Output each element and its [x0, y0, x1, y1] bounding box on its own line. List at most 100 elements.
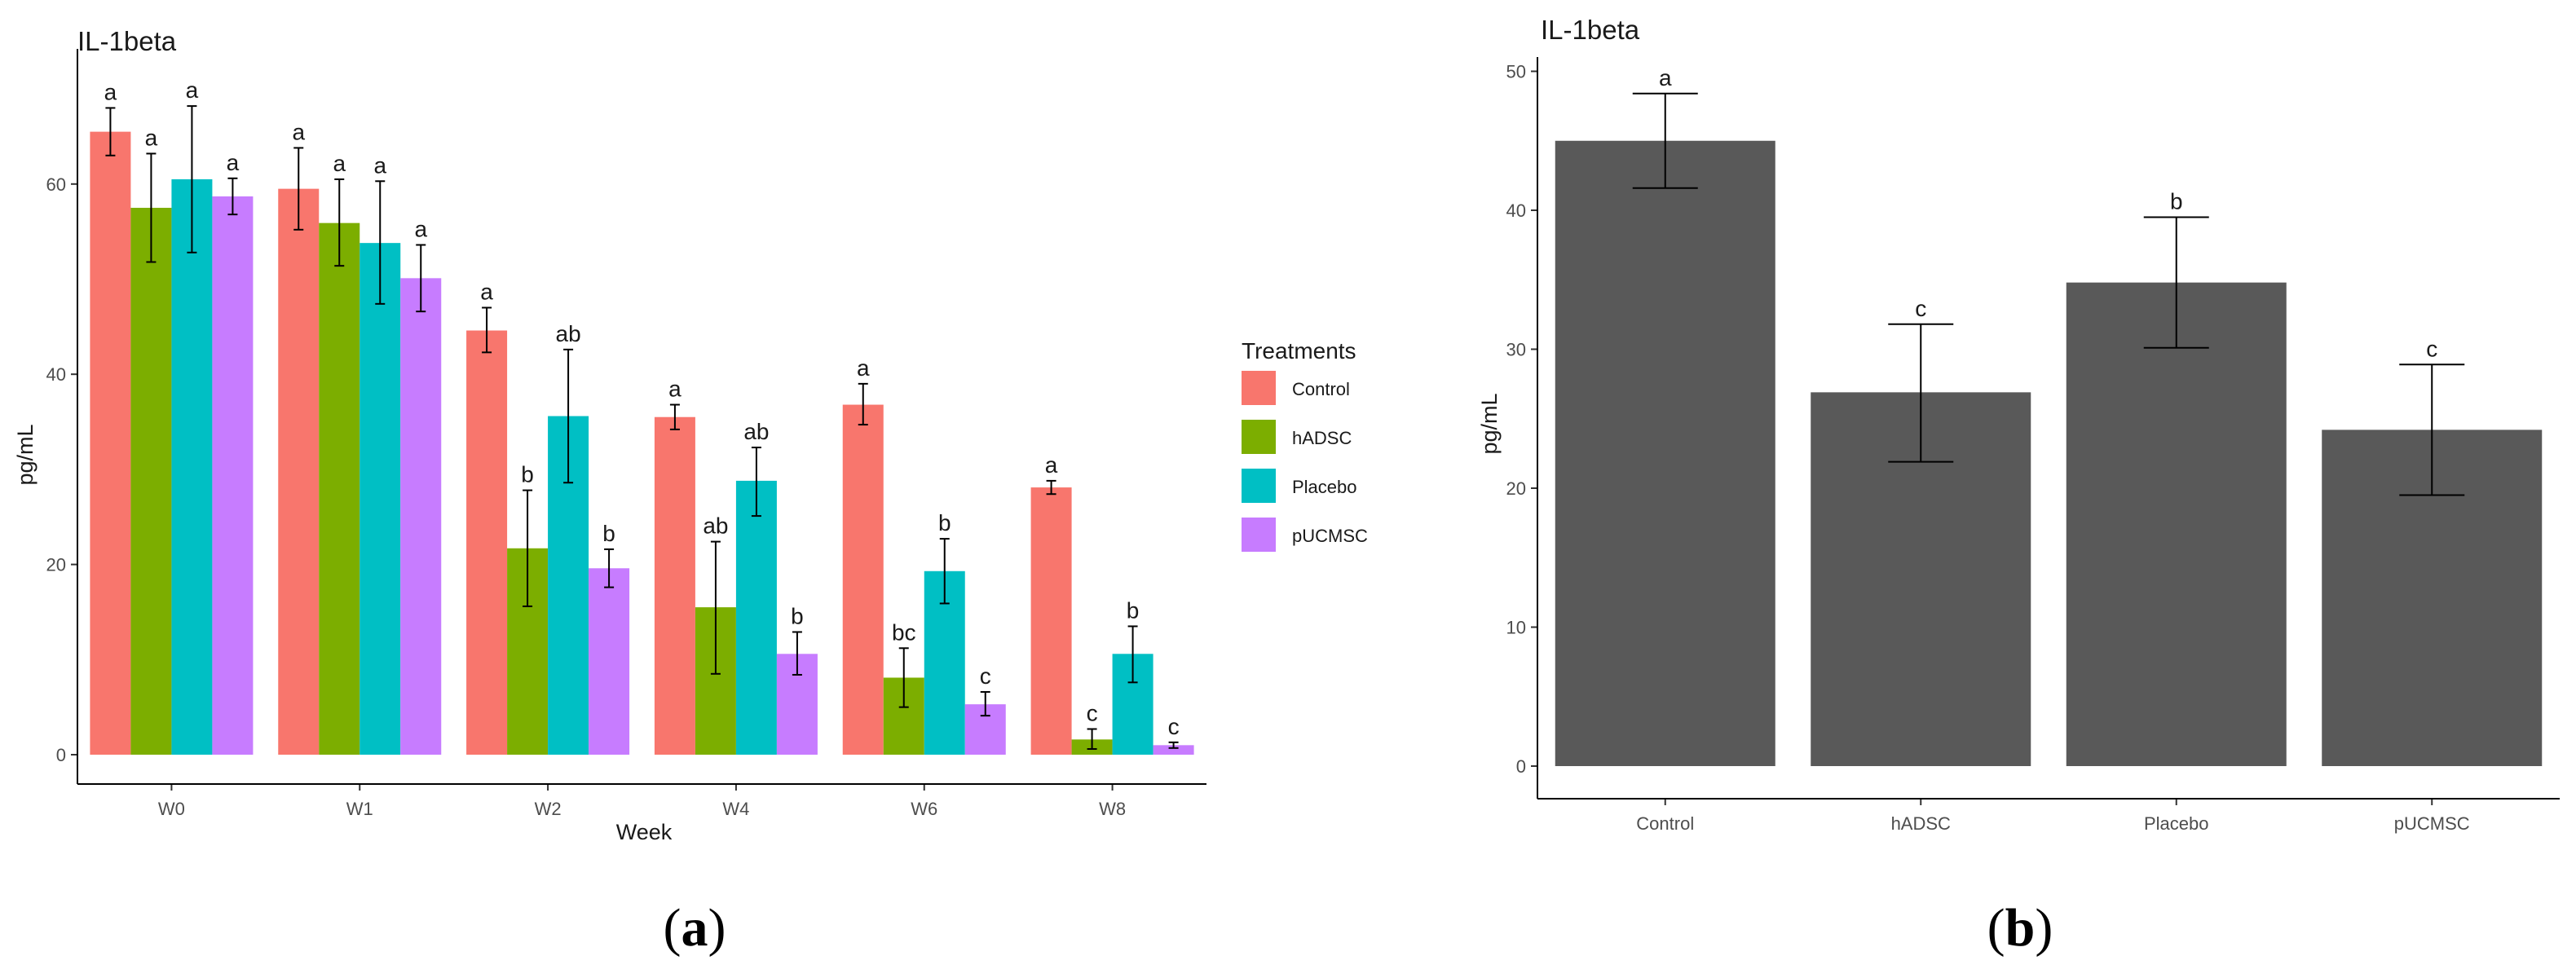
bar-w1-pucmsc	[400, 278, 442, 755]
error-bar-w4-hadsc	[710, 540, 721, 675]
sig-label-w4-pucmsc: b	[791, 603, 804, 628]
chart-a-x-ticks: W0 W1 W2 W4 W6 W8	[158, 784, 1126, 819]
error-bar-w4-pucmsc	[792, 631, 802, 676]
error-bar-w4-control	[669, 403, 680, 430]
y-tick-label: 60	[46, 174, 66, 195]
error-bar-w2-control	[482, 306, 492, 354]
error-bar-w1-hadsc	[334, 178, 345, 267]
error-bar-w4-placebo	[751, 447, 761, 518]
x-tick-label-w1: W1	[346, 799, 373, 819]
sig-label-w8-hadsc: c	[1087, 700, 1098, 725]
bar-w0-placebo	[171, 178, 213, 756]
sig-label-w6-pucmsc: c	[980, 663, 991, 689]
bar-w0-hadsc	[130, 207, 172, 756]
chart-a-bars	[90, 131, 1194, 756]
y-tick-label: 40	[46, 364, 66, 385]
legend-swatch-placebo	[1242, 469, 1276, 503]
legend-label-hadsc: hADSC	[1292, 428, 1352, 448]
panel-label-b: (b)	[1987, 898, 2053, 958]
bar-w2-pucmsc	[589, 568, 630, 755]
bar-w0-pucmsc	[212, 196, 254, 755]
panel-label-a: (a)	[664, 898, 726, 958]
panel-label-a-open: (	[664, 898, 681, 958]
x-tick-label-w2: W2	[535, 799, 562, 819]
error-bar-w2-hadsc	[523, 489, 533, 607]
error-bar-w6-control	[858, 382, 868, 426]
error-bar-w1-control	[293, 147, 304, 231]
y-tick-label: 0	[1516, 756, 1526, 777]
panel-label-b-close: )	[2035, 898, 2053, 958]
error-bar-w2-placebo	[563, 348, 574, 484]
panel-label-b-open: (	[1987, 898, 2005, 958]
x-tick-label-placebo: Placebo	[2144, 813, 2209, 834]
chart-b-bars	[1555, 140, 2543, 766]
chart-b-y-ticks: 0 10 20 30 40 50	[1506, 62, 1537, 777]
panel-label-a-close: )	[708, 898, 726, 958]
legend-swatch-hadsc	[1242, 420, 1276, 454]
error-bar-w2-pucmsc	[604, 548, 615, 588]
y-tick-label: 0	[56, 745, 66, 765]
x-tick-label-w8: W8	[1099, 799, 1126, 819]
chart-a-y-ticks: 0 20 40 60	[46, 174, 77, 765]
chart-b-error-bars	[1632, 92, 2465, 496]
error-bar-w8-placebo	[1127, 625, 1138, 684]
chart-b-significance-labels: a c b c	[1659, 65, 2437, 361]
x-tick-label-hadsc: hADSC	[1891, 813, 1951, 834]
x-tick-label-w6: W6	[911, 799, 937, 819]
sig-label-w1-pucmsc: a	[414, 216, 427, 241]
error-bar-w0-control	[105, 107, 116, 156]
bar-w0-control	[90, 131, 131, 756]
sig-label-hadsc: c	[1915, 296, 1926, 321]
bar-w1-placebo	[359, 243, 401, 755]
bar-w1-hadsc	[319, 222, 360, 756]
x-tick-label-control: Control	[1636, 813, 1694, 834]
error-bar-hadsc	[1888, 323, 1954, 463]
y-tick-label: 50	[1506, 62, 1526, 82]
sig-label-w0-hadsc: a	[145, 125, 158, 150]
chart-a-y-axis-label: pg/mL	[13, 424, 37, 485]
bar-placebo	[2066, 282, 2287, 766]
chart-b-y-axis-label: pg/mL	[1477, 393, 1502, 454]
bar-w1-control	[278, 188, 320, 755]
sig-label-w8-pucmsc: c	[1168, 714, 1180, 739]
bar-w6-control	[842, 404, 884, 755]
panel-label-a-letter: a	[681, 898, 708, 958]
error-bar-w8-hadsc	[1087, 728, 1097, 750]
error-bar-w1-pucmsc	[416, 244, 426, 313]
legend-title: Treatments	[1242, 338, 1356, 363]
legend-label-pucmsc: pUCMSC	[1292, 526, 1368, 546]
sig-label-w6-control: a	[857, 355, 870, 381]
chart-b: IL-1beta 0 10 20 30 40 50 a c b c Control hADSC Pl…	[1477, 15, 2560, 958]
legend-label-control: Control	[1292, 379, 1350, 399]
y-tick-label: 20	[1506, 478, 1526, 499]
error-bar-placebo	[2143, 216, 2209, 349]
bar-w4-control	[654, 416, 695, 755]
y-tick-label: 10	[1506, 618, 1526, 638]
error-bar-pucmsc	[2399, 363, 2465, 496]
sig-label-w1-control: a	[292, 119, 305, 144]
sig-label-w4-placebo: ab	[743, 419, 769, 444]
error-bar-w6-hadsc	[898, 647, 909, 708]
sig-label-w8-placebo: b	[1127, 597, 1140, 623]
bar-w4-placebo	[735, 480, 777, 755]
sig-label-w8-control: a	[1045, 452, 1058, 478]
error-bar-w0-placebo	[187, 105, 197, 253]
bar-w8-pucmsc	[1153, 745, 1194, 755]
error-bar-w6-placebo	[939, 538, 950, 605]
error-bar-w0-hadsc	[146, 152, 157, 263]
x-tick-label-w0: W0	[158, 799, 185, 819]
legend-swatch-control	[1242, 371, 1276, 405]
error-bar-w0-pucmsc	[227, 177, 238, 216]
sig-label-w0-control: a	[104, 79, 117, 104]
sig-label-w2-placebo: ab	[556, 321, 581, 346]
x-tick-label-w4: W4	[722, 799, 749, 819]
y-tick-label: 30	[1506, 340, 1526, 360]
legend-label-placebo: Placebo	[1292, 477, 1357, 497]
panel-label-b-letter: b	[2005, 898, 2036, 958]
sig-label-control: a	[1659, 65, 1672, 90]
chart-b-x-ticks: Control hADSC Placebo pUCMSC	[1636, 799, 2470, 834]
sig-label-w0-pucmsc: a	[227, 150, 240, 175]
